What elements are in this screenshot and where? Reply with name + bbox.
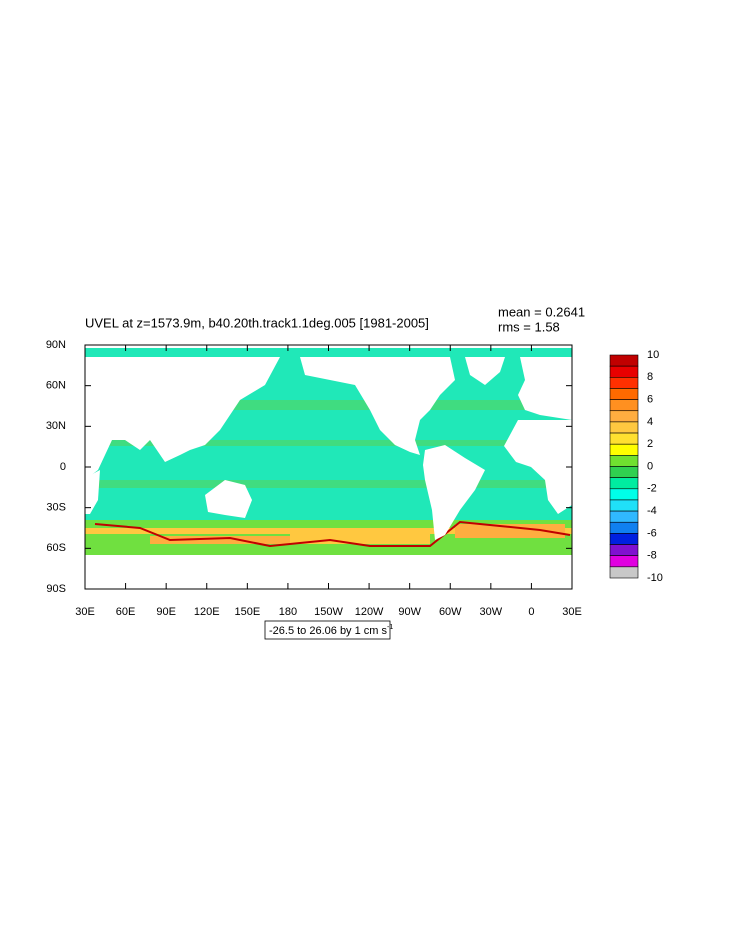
title: UVEL at z=1573.9m, b40.20th.track1.1deg.… [85, 315, 429, 330]
colorbar-box [609, 510, 639, 523]
europe [518, 357, 572, 420]
x-tick-label: 60W [439, 606, 462, 618]
stat-mean: mean = 0.2641 [498, 304, 585, 319]
x-tick-label: 150E [234, 606, 260, 618]
y-tick-label: 90N [46, 339, 66, 351]
x-tick-label: 120E [194, 606, 220, 618]
y-tick-label: 30S [46, 502, 66, 514]
ocean-band [85, 400, 572, 410]
y-tick-label: 30N [46, 420, 66, 432]
colorbar-label: 0 [647, 460, 653, 472]
colorbar-box [609, 566, 639, 579]
stat-rms: rms = 1.58 [498, 319, 560, 334]
colorbar-label: -4 [647, 505, 657, 517]
x-tick-label: 120W [355, 606, 384, 618]
x-tick-label: 60E [116, 606, 136, 618]
x-tick-label: 90E [156, 606, 176, 618]
info-superscript: -1 [387, 624, 393, 631]
colorbar-box [609, 432, 639, 445]
y-tick-label: 90S [46, 583, 66, 595]
colorbar-label: -2 [647, 483, 657, 495]
x-tick-label: 30E [562, 606, 582, 618]
y-tick-label: 0 [60, 461, 66, 473]
x-tick-label: 30E [75, 606, 95, 618]
colorbar-label: -6 [647, 527, 657, 539]
x-tick-label: 30W [480, 606, 503, 618]
info-box [264, 620, 391, 640]
colorbar-label: 2 [647, 438, 653, 450]
ocean-band [85, 480, 572, 488]
colorbar-box [609, 365, 639, 378]
colorbar-box [609, 555, 639, 568]
colorbar-box [609, 544, 639, 556]
colorbar-label: -10 [647, 572, 663, 584]
colorbar-box [609, 466, 639, 478]
x-tick-label: 0 [528, 606, 534, 618]
colorbar-box [609, 354, 639, 367]
colorbar-box [609, 455, 639, 467]
ocean-band [85, 440, 572, 446]
colorbar-box [609, 410, 639, 423]
y-tick-label: 60S [46, 542, 66, 554]
colorbar-box [609, 388, 639, 400]
colorbar-label: 6 [647, 394, 653, 406]
southern-ocean-band [290, 534, 430, 544]
colorbar-box [609, 477, 639, 490]
colorbar-box [609, 488, 639, 501]
southern-ocean-band [150, 536, 310, 544]
x-tick-label: 180 [279, 606, 297, 618]
greenland [465, 357, 505, 385]
southern-ocean-band [85, 528, 572, 534]
colorbar-box [609, 499, 639, 512]
colorbar-box [609, 521, 639, 534]
colorbar-box [609, 376, 639, 389]
colorbar-box [609, 443, 639, 456]
australia [205, 480, 252, 518]
colorbar-label: 8 [647, 371, 653, 383]
info-text: -26.5 to 26.06 by 1 cm s [269, 625, 388, 637]
x-tick-label: 90W [398, 606, 421, 618]
colorbar-label: 4 [647, 416, 653, 428]
colorbar-label: -8 [647, 550, 657, 562]
north-america [300, 357, 455, 455]
southern-ocean-band [455, 524, 565, 538]
colorbar-box [609, 533, 639, 545]
x-tick-label: 150W [314, 606, 343, 618]
colorbar-label: 10 [647, 349, 659, 361]
africa [504, 420, 572, 514]
current-core [94, 520, 571, 548]
map-background [84, 344, 573, 590]
info-label: -26.5 to 26.06 by 1 cm s-1 [269, 624, 393, 637]
south-america [423, 445, 485, 540]
colorbar-box [609, 399, 639, 412]
y-tick-label: 60N [46, 380, 66, 392]
africa-east [85, 470, 100, 514]
colorbar-box [609, 421, 639, 434]
eurasia [85, 357, 280, 480]
